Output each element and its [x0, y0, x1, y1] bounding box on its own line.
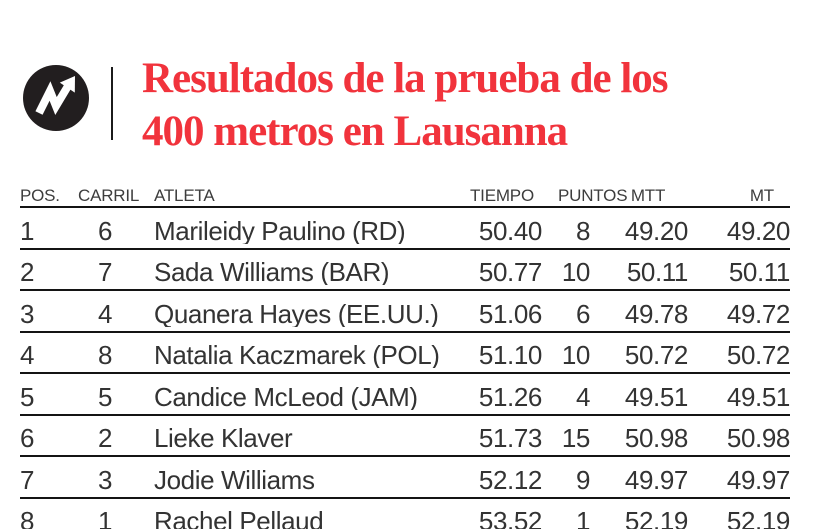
table-body: 1 6 Marileidy Paulino (RD) 50.40 8 49.20…	[20, 208, 790, 529]
cell-carril: 6	[97, 215, 113, 246]
page-title-line2: 400 metros en Lausanna	[142, 108, 568, 155]
cell-mtt: 49.78	[624, 298, 688, 329]
cell-mtt: 49.51	[624, 381, 688, 412]
column-header-atleta: ATLETA	[154, 187, 215, 204]
cell-carril: 3	[97, 464, 113, 495]
cell-mt: 50.72	[726, 340, 790, 370]
table-row: 4 8 Natalia Kaczmarek (POL) 51.10 10 50.…	[20, 333, 790, 374]
table-row: 2 7 Sada Williams (BAR) 50.77 10 50.11 5…	[20, 250, 791, 291]
cell-atleta: Rachel Pellaud	[154, 508, 324, 529]
cell-puntos: 6	[575, 298, 590, 329]
cell-tiempo: 50.40	[478, 215, 542, 246]
column-header-tiempo: TIEMPO	[470, 186, 534, 205]
cell-tiempo: 51.10	[478, 340, 542, 370]
table-header-row: POS. CARRIL ATLETA TIEMPO PUNTOS MTT MT	[20, 182, 790, 208]
cell-tiempo: 53.52	[478, 506, 542, 529]
cell-mtt: 52.19	[624, 506, 688, 529]
cell-tiempo: 52.12	[478, 464, 542, 495]
table-row: 8 1 Rachel Pellaud 53.52 1 52.19 52.19	[20, 499, 790, 529]
cell-carril: 4	[97, 298, 113, 329]
cell-carril: 7	[97, 257, 113, 287]
cell-carril: 8	[97, 340, 113, 370]
column-header-carril: CARRIL	[78, 186, 140, 205]
cell-pos: 2	[20, 257, 35, 287]
cell-carril: 5	[97, 381, 113, 412]
cell-tiempo: 51.06	[478, 298, 542, 329]
column-header-mt: MT	[749, 186, 774, 205]
cell-pos: 7	[20, 464, 35, 495]
cell-atleta: Sada Williams (BAR)	[154, 259, 390, 285]
cell-tiempo: 50.77	[478, 257, 542, 287]
cell-pos: 1	[20, 215, 35, 246]
cell-mtt: 50.72	[624, 340, 688, 370]
trending-up-arrow-icon	[23, 65, 89, 131]
cell-pos: 8	[20, 506, 35, 529]
cell-mtt: 50.98	[624, 423, 688, 453]
cell-puntos: 4	[575, 381, 590, 412]
table-row: 1 6 Marileidy Paulino (RD) 50.40 8 49.20…	[20, 208, 790, 250]
page-title: Resultados de la prueba de los 400 metro…	[142, 52, 802, 158]
cell-mt: 49.51	[726, 381, 790, 412]
column-header-puntos: PUNTOS	[558, 186, 628, 205]
cell-pos: 5	[20, 381, 35, 412]
brand-divider	[111, 67, 113, 140]
cell-puntos: 15	[561, 423, 591, 453]
cell-puntos: 10	[561, 257, 591, 287]
cell-pos: 4	[20, 340, 35, 370]
cell-atleta: Jodie Williams	[154, 466, 315, 493]
cell-mt: 49.20	[726, 215, 790, 246]
column-header-pos: POS.	[20, 186, 60, 205]
cell-mt: 52.19	[726, 506, 790, 529]
cell-atleta: Marileidy Paulino (RD)	[154, 217, 406, 244]
table-row: 6 2 Lieke Klaver 51.73 15 50.98 50.98	[20, 416, 790, 457]
cell-mt: 49.72	[726, 298, 790, 329]
cell-carril: 2	[97, 423, 113, 453]
cell-pos: 3	[20, 298, 35, 329]
cell-mt: 50.98	[726, 423, 790, 453]
cell-carril: 1	[97, 506, 113, 529]
cell-mt: 50.11	[728, 257, 791, 287]
table-row: 5 5 Candice McLeod (JAM) 51.26 4 49.51 4…	[20, 374, 790, 416]
results-table: POS. CARRIL ATLETA TIEMPO PUNTOS MTT MT …	[20, 182, 790, 529]
cell-mtt: 49.20	[624, 215, 688, 246]
cell-puntos: 9	[575, 464, 590, 495]
cell-mt: 49.97	[726, 464, 790, 495]
cell-mtt: 49.97	[624, 464, 688, 495]
cell-tiempo: 51.26	[478, 381, 542, 412]
cell-atleta: Candice McLeod (JAM)	[154, 383, 418, 410]
page-title-line1: Resultados de la prueba de los	[142, 55, 669, 102]
cell-tiempo: 51.73	[478, 423, 542, 453]
column-header-mtt: MTT	[630, 186, 666, 205]
cell-atleta: Lieke Klaver	[154, 425, 293, 451]
cell-atleta: Natalia Kaczmarek (POL)	[154, 342, 440, 368]
cell-pos: 6	[20, 423, 35, 453]
cell-puntos: 8	[575, 215, 590, 246]
table-row: 3 4 Quanera Hayes (EE.UU.) 51.06 6 49.78…	[20, 291, 790, 333]
table-row: 7 3 Jodie Williams 52.12 9 49.97 49.97	[20, 457, 790, 499]
cell-puntos: 10	[561, 340, 591, 370]
cell-mtt: 50.11	[626, 257, 689, 287]
cell-puntos: 1	[575, 506, 590, 529]
cell-atleta: Quanera Hayes (EE.UU.)	[154, 300, 439, 327]
